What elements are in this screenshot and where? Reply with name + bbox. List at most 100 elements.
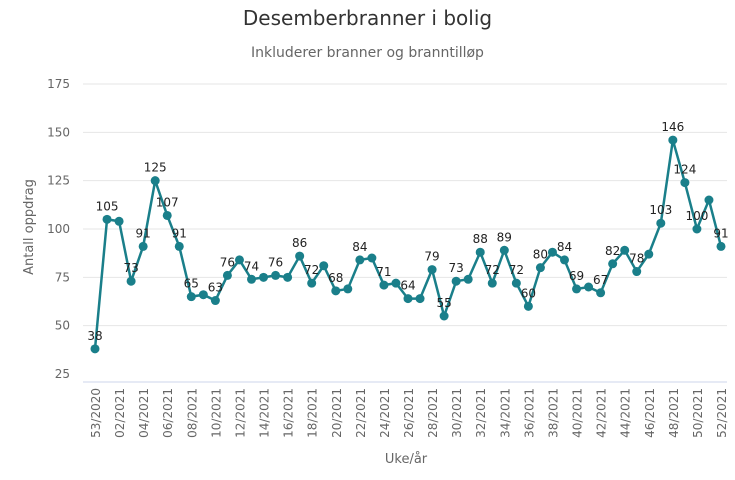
data-point[interactable] (198, 290, 208, 300)
data-point[interactable] (234, 255, 244, 265)
data-labels: 38 105 73 91 125 107 91 65 63 76 74 76 86 72 68 84 71 64 7… (87, 120, 728, 343)
data-point[interactable] (403, 294, 413, 304)
chart-title: Desemberbranner i bolig (242, 6, 493, 30)
data-point[interactable] (150, 176, 160, 186)
data-point[interactable] (632, 267, 642, 277)
data-point[interactable] (90, 344, 100, 354)
data-point[interactable] (572, 284, 582, 294)
data-label: 103 (649, 203, 672, 217)
x-tick-label: 42/2021 (595, 388, 609, 438)
data-point[interactable] (439, 311, 449, 321)
x-tick-label: 16/2021 (282, 388, 296, 438)
data-label: 107 (156, 195, 179, 209)
x-tick-label: 10/2021 (209, 388, 223, 438)
data-point[interactable] (620, 245, 630, 255)
data-point[interactable] (487, 278, 497, 288)
data-label: 68 (328, 271, 343, 285)
data-label: 124 (673, 163, 696, 177)
y-axis-title: Antall oppdrag (22, 179, 37, 275)
data-point[interactable] (692, 224, 702, 234)
data-point[interactable] (174, 241, 184, 251)
y-axis-ticks: 25 50 75 100 125 150 175 (47, 77, 70, 381)
data-point[interactable] (307, 278, 317, 288)
data-point[interactable] (391, 278, 401, 288)
data-point[interactable] (319, 261, 329, 271)
data-label: 72 (509, 263, 524, 277)
x-tick-label: 20/2021 (330, 388, 344, 438)
x-tick-label: 04/2021 (137, 388, 151, 438)
data-point[interactable] (644, 249, 654, 259)
data-point[interactable] (523, 301, 533, 311)
y-tick-label: 175 (47, 77, 70, 91)
data-point[interactable] (560, 255, 569, 265)
chart-subtitle: Inkluderer branner og branntilløp (251, 45, 484, 61)
data-label: 86 (292, 236, 307, 250)
data-point[interactable] (138, 241, 148, 251)
x-tick-label: 36/2021 (522, 388, 536, 438)
data-point[interactable] (247, 274, 256, 284)
data-point[interactable] (210, 296, 220, 306)
data-point[interactable] (102, 214, 112, 224)
x-tick-label: 24/2021 (378, 388, 392, 438)
x-tick-label: 28/2021 (426, 388, 440, 438)
data-point[interactable] (535, 263, 545, 273)
data-label: 84 (352, 240, 367, 254)
data-point[interactable] (162, 210, 172, 220)
data-label: 72 (485, 263, 500, 277)
y-tick-label: 50 (55, 319, 70, 333)
data-point[interactable] (355, 255, 365, 265)
data-point[interactable] (259, 272, 269, 282)
x-tick-label: 26/2021 (402, 388, 416, 438)
y-tick-label: 25 (55, 367, 70, 381)
data-label: 78 (629, 252, 644, 266)
x-tick-label: 22/2021 (354, 388, 368, 438)
y-tick-label: 75 (55, 270, 70, 284)
data-point[interactable] (222, 270, 232, 280)
data-point[interactable] (547, 247, 557, 257)
data-point[interactable] (499, 245, 509, 255)
x-tick-label: 44/2021 (619, 388, 633, 438)
data-point[interactable] (704, 195, 714, 205)
data-point[interactable] (656, 218, 666, 228)
data-point[interactable] (596, 288, 606, 298)
data-label: 100 (685, 209, 708, 223)
data-point[interactable] (331, 286, 341, 296)
data-point[interactable] (668, 135, 678, 145)
x-tick-label: 06/2021 (161, 388, 175, 438)
data-point[interactable] (415, 294, 425, 304)
data-point[interactable] (283, 272, 293, 282)
data-point[interactable] (451, 276, 461, 286)
x-tick-label: 14/2021 (258, 388, 272, 438)
data-point[interactable] (716, 241, 726, 251)
x-axis-title: Uke/år (385, 452, 428, 467)
data-label: 91 (136, 226, 151, 240)
data-point[interactable] (379, 280, 389, 290)
data-point[interactable] (126, 276, 136, 286)
data-label: 67 (593, 273, 608, 287)
data-point[interactable] (475, 247, 485, 257)
data-point[interactable] (343, 284, 353, 294)
data-point[interactable] (463, 274, 473, 284)
data-point[interactable] (295, 251, 305, 261)
y-tick-label: 100 (47, 222, 70, 236)
data-point[interactable] (367, 253, 377, 263)
x-tick-label: 30/2021 (450, 388, 464, 438)
data-point[interactable] (584, 282, 594, 292)
data-label: 125 (144, 161, 167, 175)
y-tick-label: 125 (47, 174, 70, 188)
data-point[interactable] (427, 265, 437, 275)
x-tick-label: 52/2021 (715, 388, 729, 438)
data-point[interactable] (271, 270, 281, 280)
data-label: 65 (184, 277, 199, 291)
data-point[interactable] (680, 178, 690, 188)
x-tick-label: 50/2021 (691, 388, 705, 438)
data-label: 82 (605, 244, 620, 258)
data-point[interactable] (608, 259, 618, 269)
data-label: 76 (220, 255, 235, 269)
data-point[interactable] (114, 216, 124, 226)
data-point[interactable] (511, 278, 521, 288)
data-point[interactable] (186, 292, 196, 302)
data-label: 105 (96, 199, 119, 213)
data-label: 63 (208, 281, 223, 295)
